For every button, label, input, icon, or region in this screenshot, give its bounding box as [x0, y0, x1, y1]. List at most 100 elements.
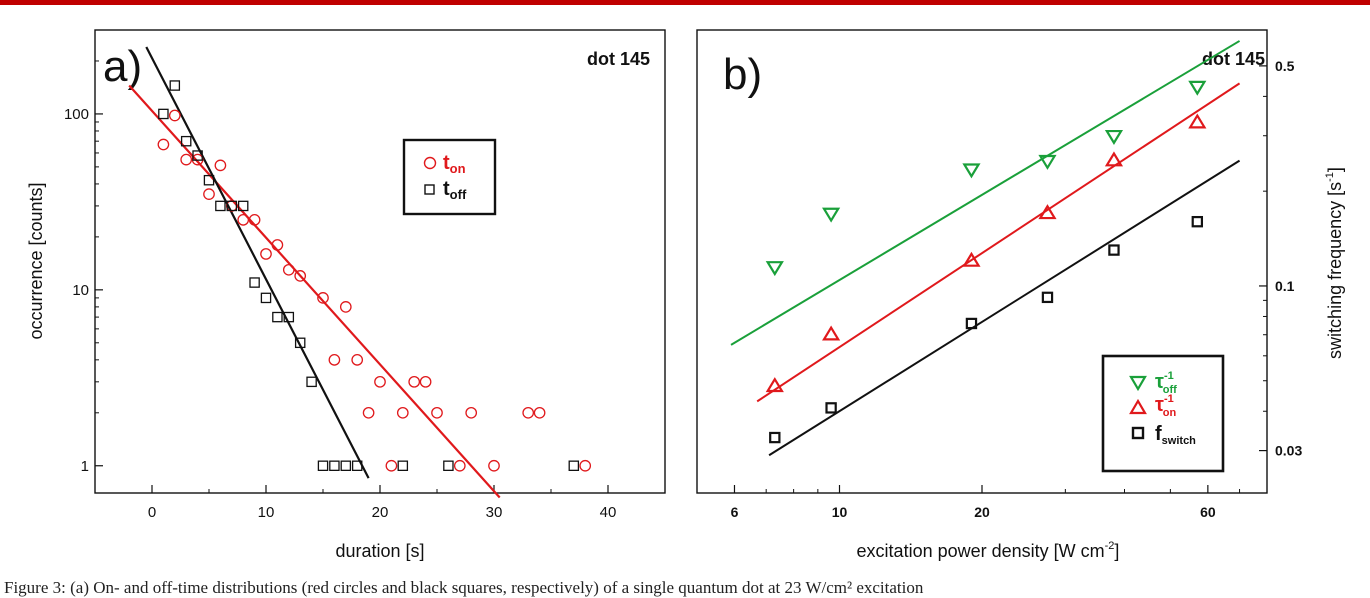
figure: a) dot 145 duration [s] occurrence [coun…: [26, 29, 1345, 561]
point-on: [962, 251, 981, 267]
point-on: [522, 406, 535, 419]
fit-line-on: [128, 84, 501, 499]
point-on: [317, 292, 329, 304]
legend-ton-marker: [423, 156, 437, 170]
point-off: [237, 200, 249, 212]
panel-b-ticks: 6 10 20 60 0.03 0.1 0.5: [731, 58, 1303, 520]
legend-ton-label: ton: [443, 152, 466, 176]
point-off: [1188, 80, 1207, 96]
point-off: [397, 460, 409, 472]
legend-toff-label: toff: [443, 178, 467, 202]
legend-fswitch-label: fswitch: [1155, 423, 1196, 447]
point-on: [248, 213, 261, 226]
point-off: [294, 337, 306, 349]
point-off: [260, 292, 272, 304]
x-tick-label: 0: [148, 504, 156, 521]
x-tick-label: 60: [1200, 504, 1216, 520]
point-switch: [1108, 244, 1120, 256]
figure-caption: Figure 3: (a) On- and off-time distribut…: [4, 578, 924, 597]
point-switch: [1191, 215, 1204, 228]
panel-a-fit-lines: [128, 46, 501, 499]
panel-a-ylabel: occurrence [counts]: [26, 182, 46, 339]
point-on: [385, 459, 398, 472]
legend-toff-marker: [424, 184, 435, 195]
x-tick-label: 10: [258, 504, 275, 521]
point-off: [272, 311, 283, 323]
point-on: [294, 270, 307, 282]
panel-b-ylabel: switching frequency [s-1]: [1324, 167, 1345, 359]
fit-line-switch: [768, 159, 1241, 457]
point-off: [215, 200, 226, 212]
point-on: [822, 325, 841, 341]
point-on: [453, 459, 466, 472]
point-off: [169, 80, 181, 91]
legend-fswitch-marker: [1131, 426, 1145, 440]
x-tick-label: 40: [600, 504, 617, 521]
point-off: [203, 174, 215, 186]
point-off: [962, 163, 981, 179]
panel-b-legend: τ-1 off τ-1 on fswitch: [1101, 354, 1225, 473]
point-switch: [965, 317, 978, 330]
point-off: [180, 135, 192, 147]
x-tick-label: 10: [832, 504, 848, 520]
point-on: [328, 353, 341, 366]
point-off: [1038, 154, 1057, 170]
point-on: [351, 353, 364, 366]
point-off: [317, 460, 329, 472]
panel-a-ticks: 0 10 20 30 40 1 10 100: [64, 29, 666, 521]
panel-a-annotation: dot 145: [587, 49, 650, 69]
point-on: [214, 159, 227, 172]
point-on: [765, 377, 784, 393]
panel-b-xlabel: excitation power density [W cm-2]: [857, 540, 1120, 561]
point-on: [533, 406, 546, 419]
point-on: [237, 213, 250, 226]
legend-tauon-marker: [1129, 398, 1147, 415]
panel-a-legend: ton toff: [402, 138, 497, 216]
point-on: [282, 263, 295, 276]
point-on: [408, 375, 421, 388]
y-tick-label: 0.03: [1275, 443, 1302, 459]
point-off: [568, 460, 580, 472]
fit-line-off: [730, 40, 1241, 346]
point-off: [1104, 129, 1124, 145]
point-on: [579, 459, 592, 472]
point-off: [329, 460, 340, 472]
point-off: [306, 376, 317, 388]
top-rule: [0, 0, 1370, 5]
panel-a-points: [157, 80, 592, 472]
point-off: [283, 311, 295, 323]
point-off: [158, 108, 169, 120]
point-on: [488, 459, 500, 472]
point-off: [249, 277, 260, 288]
point-off: [351, 460, 363, 472]
x-tick-label: 20: [974, 504, 990, 520]
x-tick-label: 20: [372, 504, 389, 521]
point-off: [226, 200, 238, 212]
point-on: [180, 153, 193, 166]
panel-b-fit-lines: [730, 40, 1241, 457]
legend-tauoff-marker: [1129, 375, 1147, 392]
fit-line-on: [756, 82, 1241, 403]
y-tick-label: 0.5: [1275, 58, 1295, 74]
panel-b-points: [765, 80, 1207, 444]
point-on: [362, 406, 375, 419]
point-on: [1188, 113, 1207, 129]
point-switch: [1041, 291, 1054, 304]
point-off: [765, 261, 784, 277]
point-on: [1038, 204, 1057, 220]
point-on: [374, 375, 386, 388]
panel-a-legend-box: [402, 138, 497, 216]
panel-a: a) dot 145 duration [s] occurrence [coun…: [26, 29, 666, 561]
point-off: [340, 460, 352, 472]
point-on: [419, 375, 432, 388]
point-on: [339, 301, 352, 313]
point-on: [260, 248, 272, 260]
panel-a-letter: a): [103, 42, 142, 91]
x-tick-label: 6: [731, 504, 739, 520]
point-off: [443, 460, 454, 472]
point-on: [431, 406, 443, 419]
point-on: [271, 239, 284, 251]
point-off: [822, 207, 841, 223]
point-on: [203, 188, 215, 200]
panel-a-frame: [94, 29, 666, 494]
